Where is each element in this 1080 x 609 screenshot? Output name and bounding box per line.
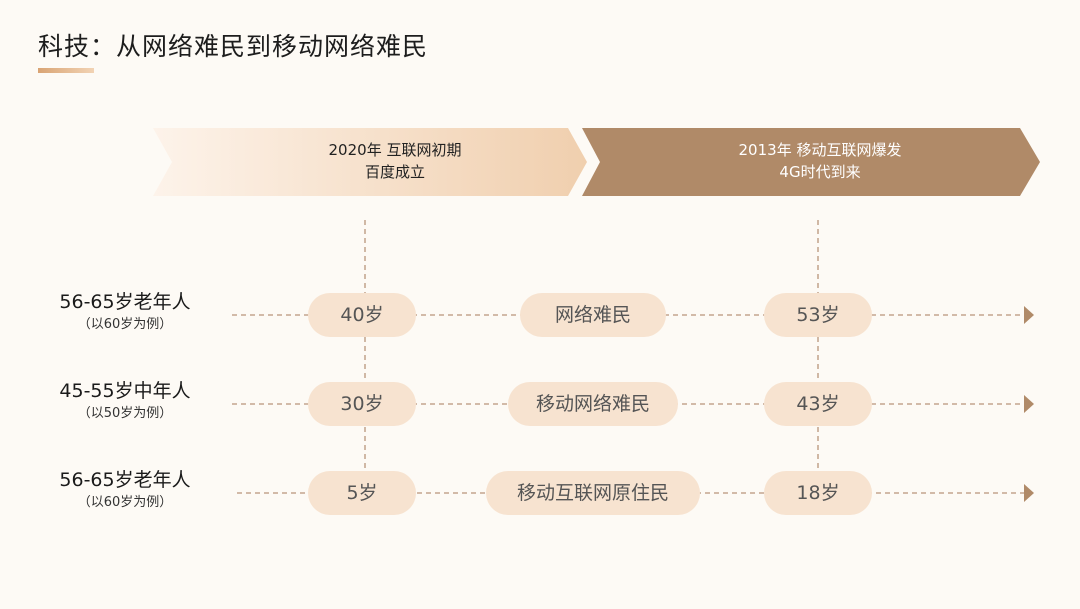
phase-early-internet-event: 百度成立: [364, 163, 425, 181]
row-2-label: 45-55岁中年人 （以50岁为例）: [30, 379, 220, 423]
row-3-label: 56-65岁老年人 （以60岁为例）: [30, 468, 220, 512]
row-1-status: 网络难民: [520, 293, 666, 337]
row-arrowhead-1: [1024, 306, 1034, 324]
phase-early-internet-title: 2020年 互联网初期: [328, 141, 462, 159]
phase-mobile-internet-text: 2013年 移动互联网爆发 4G时代到来: [670, 139, 970, 183]
row-1-group: 56-65岁老年人: [59, 291, 191, 313]
row-2-age-2020: 30岁: [308, 382, 416, 426]
row-2-note: （以50岁为例）: [77, 406, 173, 421]
row-2-age-2013: 43岁: [764, 382, 872, 426]
row-1-age-2013: 53岁: [764, 293, 872, 337]
row-3-note: （以60岁为例）: [77, 495, 173, 510]
row-3-age-2020: 5岁: [308, 471, 416, 515]
row-3-age-2013: 18岁: [764, 471, 872, 515]
row-arrowhead-2: [1024, 395, 1034, 413]
phase-arrow-early-internet: [153, 128, 587, 196]
phase-arrow-mobile-internet: [582, 128, 1040, 196]
row-arrowhead-3: [1024, 484, 1034, 502]
row-3-group: 56-65岁老年人: [59, 469, 191, 491]
phase-early-internet-text: 2020年 互联网初期 百度成立: [250, 139, 540, 183]
row-2-group: 45-55岁中年人: [59, 380, 191, 402]
row-1-label: 56-65岁老年人 （以60岁为例）: [30, 290, 220, 334]
phase-mobile-internet-event: 4G时代到来: [779, 163, 861, 181]
title-underline: [38, 68, 94, 73]
row-3-status: 移动互联网原住民: [486, 471, 700, 515]
row-1-note: （以60岁为例）: [77, 317, 173, 332]
phase-mobile-internet-title: 2013年 移动互联网爆发: [738, 141, 902, 159]
page-title: 科技：从网络难民到移动网络难民: [38, 32, 429, 61]
row-1-age-2020: 40岁: [308, 293, 416, 337]
row-2-status: 移动网络难民: [508, 382, 678, 426]
